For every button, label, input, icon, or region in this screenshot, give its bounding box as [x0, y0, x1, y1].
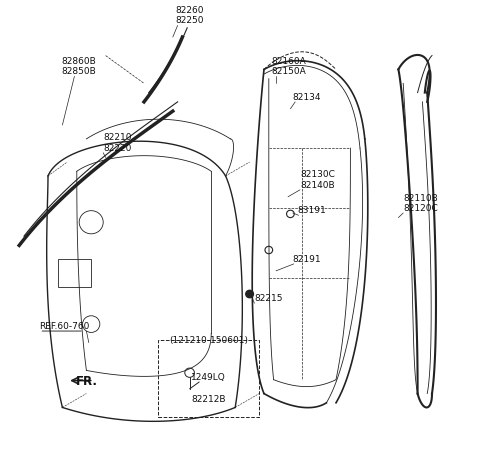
- Text: 82215: 82215: [254, 294, 283, 303]
- Text: 83191: 83191: [298, 206, 326, 215]
- Text: 82191: 82191: [293, 255, 322, 264]
- Bar: [58, 259, 91, 287]
- Text: (121210-150601): (121210-150601): [169, 336, 248, 345]
- Text: 82212B: 82212B: [192, 395, 226, 404]
- Text: 82110B
82120C: 82110B 82120C: [403, 194, 438, 213]
- Text: 82860B
82850B: 82860B 82850B: [62, 57, 96, 76]
- Text: 82260
82250: 82260 82250: [175, 6, 204, 25]
- Text: 82134: 82134: [293, 93, 321, 102]
- Text: 1249LQ: 1249LQ: [192, 373, 226, 382]
- Text: 82130C
82140B: 82130C 82140B: [300, 170, 335, 190]
- Text: 82210
82220: 82210 82220: [103, 133, 132, 153]
- Text: 82160A
82150A: 82160A 82150A: [271, 57, 306, 76]
- Text: FR.: FR.: [76, 375, 98, 388]
- Text: REF.60-760: REF.60-760: [39, 322, 90, 331]
- Circle shape: [246, 290, 253, 298]
